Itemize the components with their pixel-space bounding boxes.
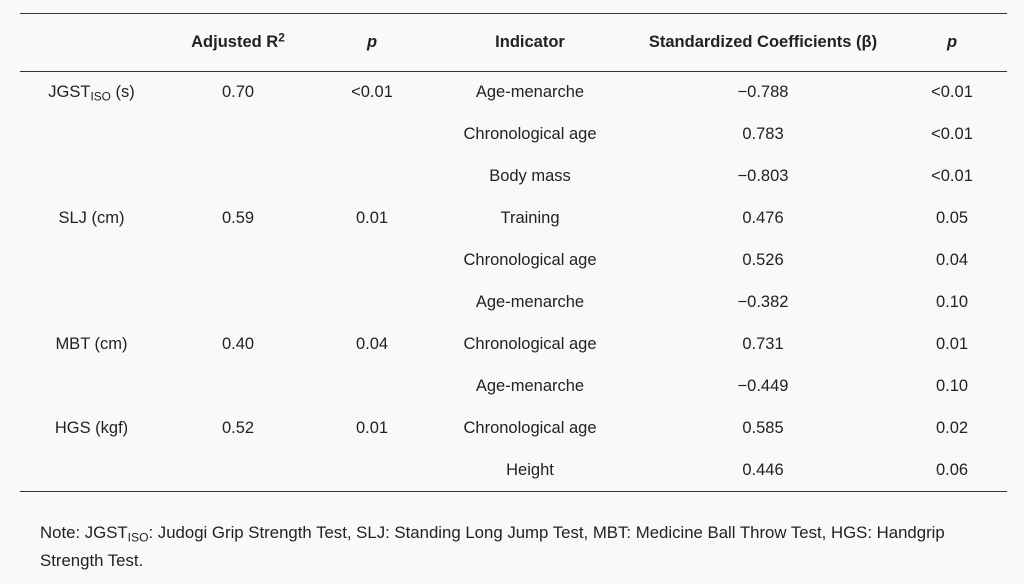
cell-adjusted-r2: [163, 449, 313, 492]
table-row: Chronological age 0.783 <0.01: [20, 114, 1007, 156]
table-row: JGSTISO (s) 0.70 <0.01 Age-menarche −0.788 <0…: [20, 72, 1007, 114]
cell-p-model: [313, 366, 431, 408]
cell-beta: −0.382: [737, 293, 789, 311]
cell-indicator: Age-menarche: [475, 377, 585, 395]
cell-outcome: SLJ (cm): [20, 198, 163, 240]
cell-beta: 0.526: [742, 251, 784, 269]
cell-outcome: [20, 282, 163, 324]
cell-outcome: [20, 366, 163, 408]
cell-p-model: 0.01: [355, 419, 389, 437]
cell-p-indicator: 0.10: [935, 293, 969, 311]
table-row: Height 0.446 0.06: [20, 449, 1007, 492]
cell-adjusted-r2: [163, 366, 313, 408]
cell-beta: 0.446: [629, 449, 897, 492]
table-row: Age-menarche −0.449 0.10: [20, 366, 1007, 408]
cell-p-model: 0.01: [355, 209, 389, 227]
cell-p-indicator: <0.01: [931, 167, 973, 185]
cell-beta: 0.476: [742, 209, 784, 227]
note-text: : Judogi Grip Strength Test, SLJ: Standi…: [40, 523, 945, 570]
outcome-label: MBT (cm): [55, 335, 128, 353]
header-standardized-coefficients: Standardized Coefficients (β): [629, 13, 897, 72]
cell-indicator: Body mass: [489, 167, 571, 185]
table-row: Age-menarche −0.382 0.10: [20, 282, 1007, 324]
header-outcome: [20, 13, 163, 72]
header-indicator: Indicator: [431, 13, 629, 72]
header-adjusted-r2-superscript: 2: [278, 30, 285, 45]
table-row: SLJ (cm) 0.59 0.01 Training 0.476 0.05: [20, 198, 1007, 240]
cell-beta: 0.731: [742, 335, 784, 353]
header-p-indicator: p: [897, 13, 1007, 72]
cell-outcome: MBT (cm): [20, 324, 163, 366]
header-adjusted-r2: Adjusted R2: [163, 13, 313, 72]
cell-beta: −0.449: [737, 377, 789, 395]
cell-p-indicator: <0.01: [931, 125, 973, 143]
cell-indicator: Training: [500, 209, 560, 227]
table-row: HGS (kgf) 0.52 0.01 Chronological age 0.585 0…: [20, 408, 1007, 450]
header-p-model: p: [313, 13, 431, 72]
header-row: Adjusted R2 p Indicator Standardized Coe…: [20, 13, 1007, 72]
cell-indicator: Chronological age: [463, 335, 597, 353]
cell-adjusted-r2: 0.40: [221, 335, 255, 353]
note-subscript: ISO: [127, 530, 149, 545]
cell-p-model: [313, 114, 431, 156]
table-row: MBT (cm) 0.40 0.04 Chronological age 0.731 0.…: [20, 324, 1007, 366]
cell-adjusted-r2: 0.52: [221, 419, 255, 437]
cell-beta: 0.585: [742, 419, 784, 437]
cell-p-model: [313, 282, 431, 324]
table-row: Body mass −0.803 <0.01: [20, 156, 1007, 198]
cell-p-model: <0.01: [351, 83, 393, 102]
cell-p-indicator: 0.01: [935, 335, 969, 353]
cell-beta: −0.788: [737, 83, 789, 102]
table-note: Note: JGSTISO: Judogi Grip Strength Test…: [40, 519, 1000, 575]
cell-outcome: JGSTISO (s): [20, 72, 163, 114]
cell-p-indicator: 0.05: [935, 209, 969, 227]
cell-p-indicator: <0.01: [931, 83, 973, 102]
cell-p-indicator: 0.04: [935, 251, 969, 269]
cell-p-model: [313, 156, 431, 198]
table-body: JGSTISO (s) 0.70 <0.01 Age-menarche −0.788 <0…: [20, 72, 1007, 492]
note-prefix: Note: JGST: [40, 523, 128, 542]
cell-beta: 0.783: [742, 125, 784, 143]
outcome-label: JGST: [48, 83, 91, 102]
cell-indicator: Age-menarche: [475, 83, 585, 102]
cell-outcome: [20, 240, 163, 282]
cell-indicator: Age-menarche: [475, 293, 585, 311]
cell-p-indicator: 0.06: [897, 449, 1007, 492]
outcome-label: SLJ (cm): [58, 209, 125, 227]
cell-adjusted-r2: [163, 282, 313, 324]
cell-outcome: [20, 449, 163, 492]
outcome-unit: (s): [110, 83, 135, 102]
cell-p-indicator: 0.02: [935, 419, 969, 437]
cell-adjusted-r2: 0.59: [221, 209, 255, 227]
outcome-label: HGS (kgf): [54, 419, 129, 437]
cell-p-model: [313, 449, 431, 492]
cell-outcome: [20, 114, 163, 156]
cell-indicator: Chronological age: [463, 251, 597, 269]
cell-adjusted-r2: [163, 156, 313, 198]
cell-adjusted-r2: [163, 240, 313, 282]
cell-adjusted-r2: [163, 114, 313, 156]
header-adjusted-r2-label: Adjusted R: [191, 33, 279, 51]
cell-outcome: [20, 156, 163, 198]
cell-indicator: Chronological age: [463, 419, 597, 437]
regression-table: Adjusted R2 p Indicator Standardized Coe…: [20, 13, 1007, 492]
cell-p-model: [313, 240, 431, 282]
outcome-subscript: ISO: [90, 89, 111, 104]
cell-adjusted-r2: 0.70: [221, 83, 255, 102]
cell-beta: −0.803: [737, 167, 789, 185]
cell-indicator: Chronological age: [463, 125, 597, 143]
cell-p-indicator: 0.10: [935, 377, 969, 395]
cell-indicator: Height: [431, 449, 629, 492]
cell-p-model: 0.04: [355, 335, 389, 353]
table-row: Chronological age 0.526 0.04: [20, 240, 1007, 282]
cell-outcome: HGS (kgf): [20, 408, 163, 450]
